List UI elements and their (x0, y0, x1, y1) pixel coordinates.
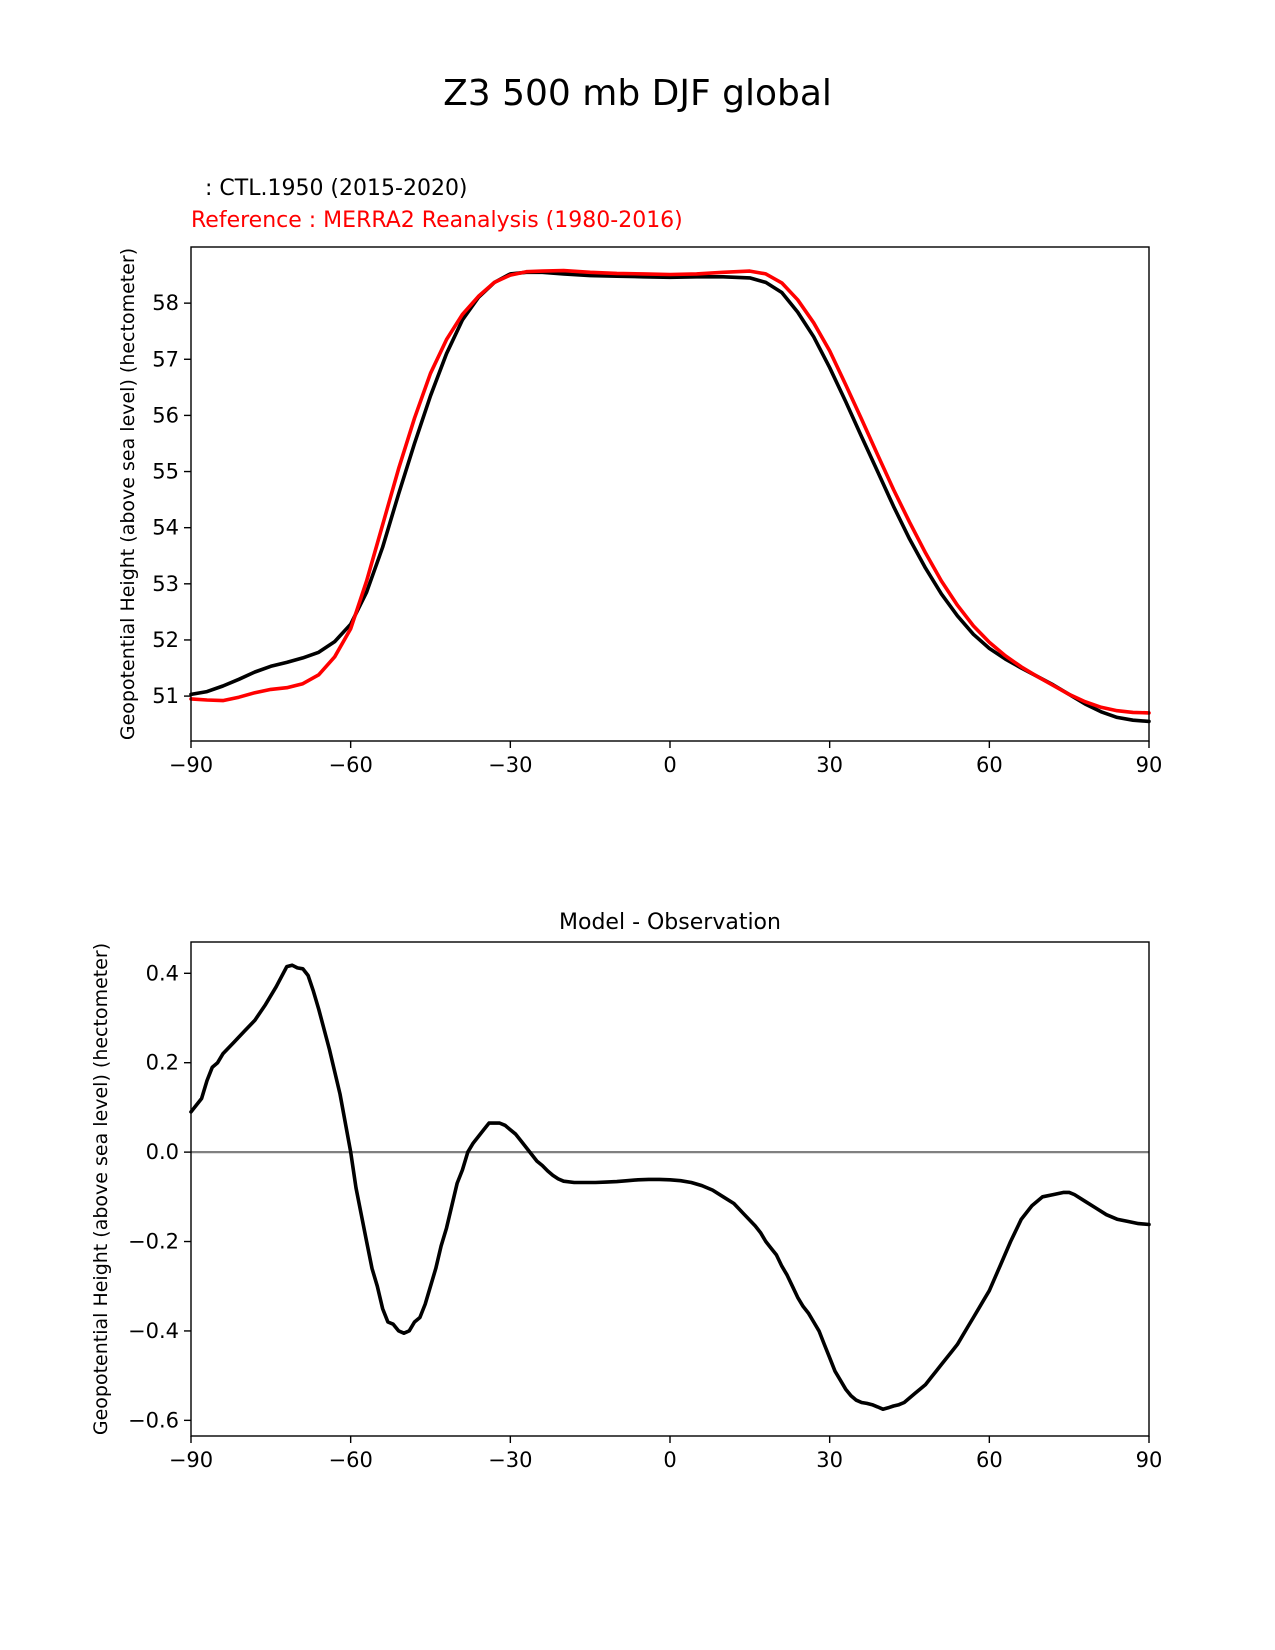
top-x-tick-label: 60 (976, 753, 1003, 777)
bottom-y-tick-label: −0.6 (128, 1408, 179, 1432)
top-y-tick-label: 52 (152, 628, 179, 652)
bottom-y-axis-label: Geopotential Height (above sea level) (h… (90, 943, 112, 1435)
top-x-tick-label: 0 (663, 753, 676, 777)
top-x-tick-label: −90 (169, 753, 213, 777)
top-y-tick-label: 53 (152, 572, 179, 596)
bottom-x-tick-label: 90 (1136, 1448, 1163, 1472)
bottom-y-tick-label: −0.4 (128, 1319, 179, 1343)
bottom-y-tick-label: 0.0 (146, 1140, 179, 1164)
bottom-panel: Model - Observation −90 −60 −30 0 30 60 90 −0.… (90, 910, 1162, 1472)
top-x-tick-label: 90 (1136, 753, 1163, 777)
top-y-tick-label: 57 (152, 347, 179, 371)
top-panel: −90 −60 −30 0 30 60 90 51 52 53 54 55 56 57 58 Geopot… (117, 246, 1163, 777)
bottom-x-tick-label: 30 (816, 1448, 843, 1472)
top-series-line-0 (189, 270, 1151, 724)
top-x-tick-label: −30 (488, 753, 532, 777)
top-series-group (189, 268, 1151, 724)
bottom-y-tick-label: −0.2 (128, 1230, 179, 1254)
top-y-tick-label: 58 (152, 291, 179, 315)
bottom-y-tick-label: 0.4 (146, 961, 179, 985)
bottom-x-tick-label: 60 (976, 1448, 1003, 1472)
bottom-x-tick-label: −60 (329, 1448, 373, 1472)
top-x-tick-label: −60 (329, 753, 373, 777)
top-y-tick-label: 56 (152, 403, 179, 427)
top-y-tick-label: 51 (152, 684, 179, 708)
bottom-x-ticks: −90 −60 −30 0 30 60 90 (169, 1436, 1163, 1472)
bottom-y-tick-label: 0.2 (146, 1051, 179, 1075)
top-x-ticks: −90 −60 −30 0 30 60 90 (169, 741, 1163, 777)
bottom-y-ticks: −0.6 −0.4 −0.2 0.0 0.2 0.4 (128, 961, 191, 1432)
reference-label: Reference : MERRA2 Reanalysis (1980-2016… (191, 208, 683, 233)
top-x-tick-label: 30 (816, 753, 843, 777)
top-series-line-1 (189, 268, 1151, 715)
bottom-series-line-0 (189, 963, 1151, 1411)
top-y-ticks: 51 52 53 54 55 56 57 58 (152, 291, 191, 708)
bottom-axes-frame (190, 941, 1150, 1437)
top-y-tick-label: 55 (152, 460, 179, 484)
bottom-x-tick-label: 0 (663, 1448, 676, 1472)
bottom-panel-title: Model - Observation (559, 910, 781, 935)
bottom-series-group (189, 963, 1151, 1411)
top-y-axis-label: Geopotential Height (above sea level) (h… (117, 248, 139, 740)
test-case-label: : CTL.1950 (2015-2020) (205, 176, 468, 201)
top-y-tick-label: 54 (152, 516, 179, 540)
top-axes-frame (190, 246, 1150, 742)
bottom-x-tick-label: −30 (488, 1448, 532, 1472)
figure-title: Z3 500 mb DJF global (443, 73, 832, 114)
bottom-x-tick-label: −90 (169, 1448, 213, 1472)
